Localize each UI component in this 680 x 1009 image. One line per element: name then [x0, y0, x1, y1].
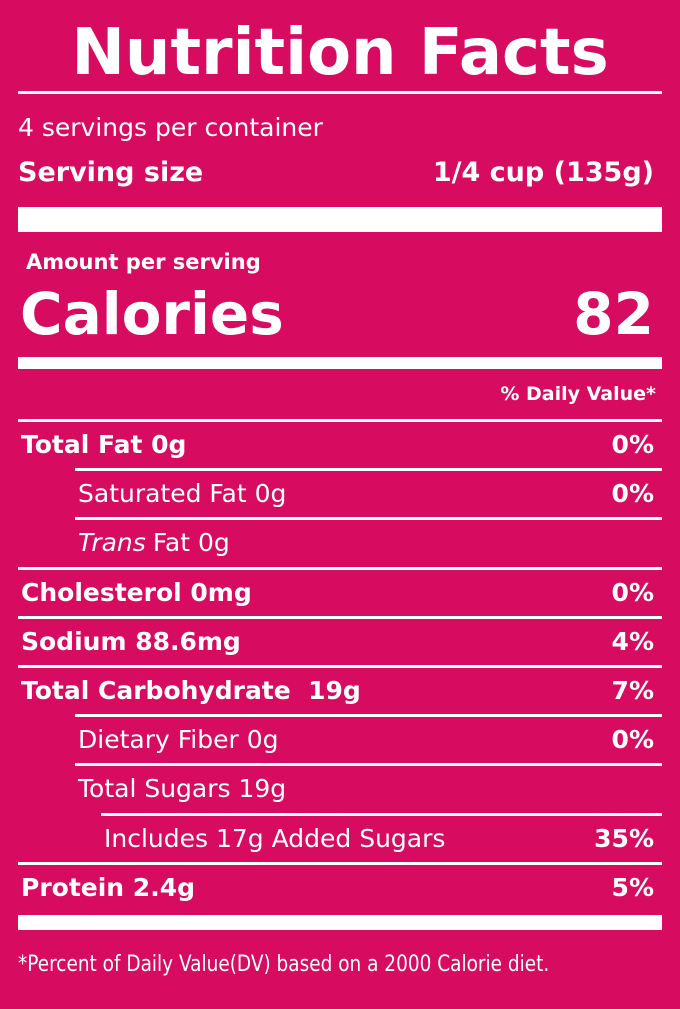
daily-value: 4% — [611, 626, 654, 656]
nutrient-name: Saturated Fat 0g — [78, 479, 287, 509]
daily-value: 35% — [594, 823, 654, 853]
row-rule — [75, 714, 662, 718]
row-rule — [101, 812, 662, 816]
title: Nutrition Facts — [71, 16, 609, 90]
daily-value: 0% — [611, 577, 654, 607]
nutrient-name: Trans Fat 0g — [78, 518, 230, 567]
daily-value: 0% — [611, 479, 654, 509]
nutrient-name: Total Sugars 19g — [78, 774, 287, 804]
nutrient-row: Total Sugars 19g — [18, 763, 662, 812]
footnote: *Percent of Daily Value(DV) based on a 2… — [18, 952, 550, 977]
nutrient-row: Cholesterol 0mg 0% — [18, 566, 662, 616]
nutrient-name: Cholesterol 0mg — [21, 577, 252, 607]
servings: 4 servings per container — [18, 113, 323, 142]
row-rule — [18, 665, 662, 668]
rule — [18, 91, 662, 94]
calories-value: 82 — [573, 280, 654, 348]
nutrient-prefix: Trans — [78, 528, 146, 558]
row-rule — [18, 861, 662, 865]
daily-value: 0% — [611, 725, 654, 755]
nutrient-row: Total Fat 0g 0% — [18, 419, 662, 468]
nutrient-row: Trans Fat 0g — [18, 517, 662, 566]
nutrient-name: Total Carbohydrate 19g — [21, 676, 361, 705]
daily-value: 0% — [611, 430, 654, 459]
row-rule — [75, 763, 662, 767]
row-rule — [18, 419, 662, 422]
nutrient-row: Saturated Fat 0g 0% — [18, 468, 662, 517]
nutrient-row: Includes 17g Added Sugars 35% — [18, 812, 662, 862]
thick-rule — [18, 207, 662, 232]
daily-value: 7% — [611, 676, 654, 705]
calories-label: Calories — [20, 280, 284, 348]
nutrient-name-text: Fat 0g — [152, 528, 230, 558]
thick-rule — [18, 915, 662, 930]
row-rule — [18, 615, 662, 619]
nutrient-name: Includes 17g Added Sugars — [104, 823, 446, 853]
nutrient-row: Total Carbohydrate 19g 7% — [18, 665, 662, 714]
nutrient-name: Dietary Fiber 0g — [78, 725, 279, 755]
row-rule — [75, 468, 662, 472]
serving-size-value: 1/4 cup (135g) — [432, 157, 654, 188]
nutrient-name: Sodium 88.6mg — [21, 626, 241, 656]
nutrient-name: Total Fat 0g — [21, 430, 187, 459]
daily-value: 5% — [611, 872, 654, 902]
row-rule — [75, 517, 662, 521]
nutrient-row: Sodium 88.6mg 4% — [18, 615, 662, 665]
medium-rule — [18, 357, 662, 369]
amount-per-serving: Amount per serving — [26, 250, 261, 274]
nutrient-row: Protein 2.4g 5% — [18, 861, 662, 911]
nutrient-row: Dietary Fiber 0g 0% — [18, 714, 662, 763]
serving-size-label: Serving size — [18, 157, 204, 188]
daily-value-header: % Daily Value* — [500, 383, 656, 405]
row-rule — [18, 566, 662, 570]
nutrient-name: Protein 2.4g — [21, 872, 195, 902]
